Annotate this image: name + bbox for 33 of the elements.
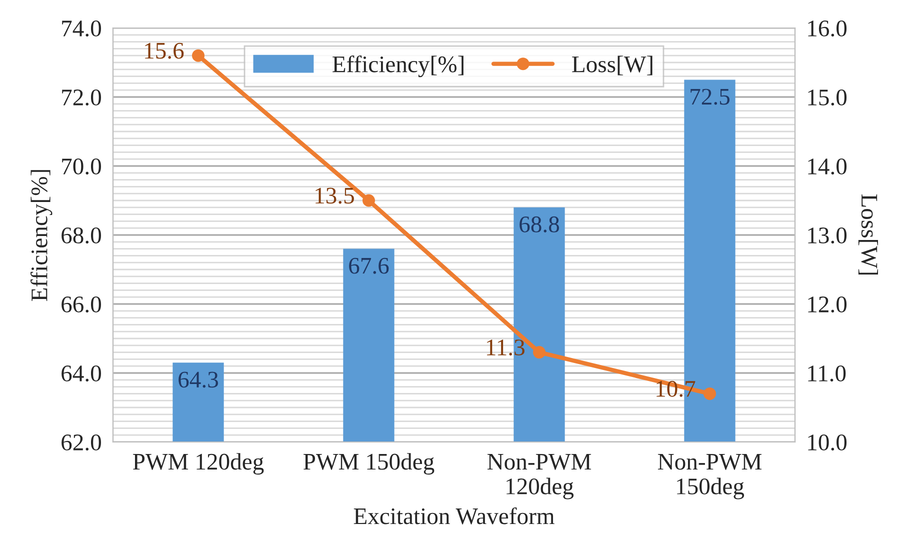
y-tick-label: 68.0	[62, 227, 101, 244]
x-tick-label: Non-PWM 150deg	[658, 454, 762, 500]
x-tick-label: PWM 150deg	[304, 453, 434, 475]
data-label: 67.6	[349, 258, 389, 274]
y-tick-label: 74.0	[62, 20, 101, 37]
y-tick-label: 62.0	[62, 434, 101, 451]
data-label: 13.5	[316, 188, 354, 204]
y-tick-label: 70.0	[62, 158, 101, 175]
y2-tick-label: 16.0	[808, 20, 847, 37]
y-axis-title: Efficiency[%]	[30, 170, 52, 301]
y2-tick-label: 15.0	[808, 89, 847, 106]
legend-label: Efficiency[%]	[332, 55, 464, 78]
y2-tick-label: 10.0	[808, 434, 847, 451]
data-label: 68.8	[520, 216, 560, 232]
x-tick-label: PWM 120deg	[133, 453, 264, 475]
data-label: 72.5	[690, 88, 730, 105]
y2-tick-label: 11.0	[808, 365, 846, 382]
x-tick-label: Non-PWM 120deg	[487, 454, 592, 500]
y2-tick-label: 13.0	[808, 227, 847, 244]
y-tick-label: 66.0	[62, 296, 101, 313]
point	[533, 346, 546, 359]
legend-label: Loss[W]	[572, 56, 652, 76]
data-label: 64.3	[178, 372, 218, 388]
y-tick-label: 64.0	[62, 365, 101, 382]
point	[192, 49, 204, 62]
y2-axis-title: Loss[W]	[858, 194, 878, 275]
y2-tick-label: 12.0	[808, 296, 847, 313]
x-axis-title: Excitation Waveform	[354, 507, 554, 524]
data-label: 15.6	[145, 42, 184, 59]
y-tick-label: 72.0	[62, 89, 101, 106]
y2-tick-label: 14.0	[808, 158, 847, 175]
point	[704, 387, 716, 400]
point	[362, 194, 375, 207]
